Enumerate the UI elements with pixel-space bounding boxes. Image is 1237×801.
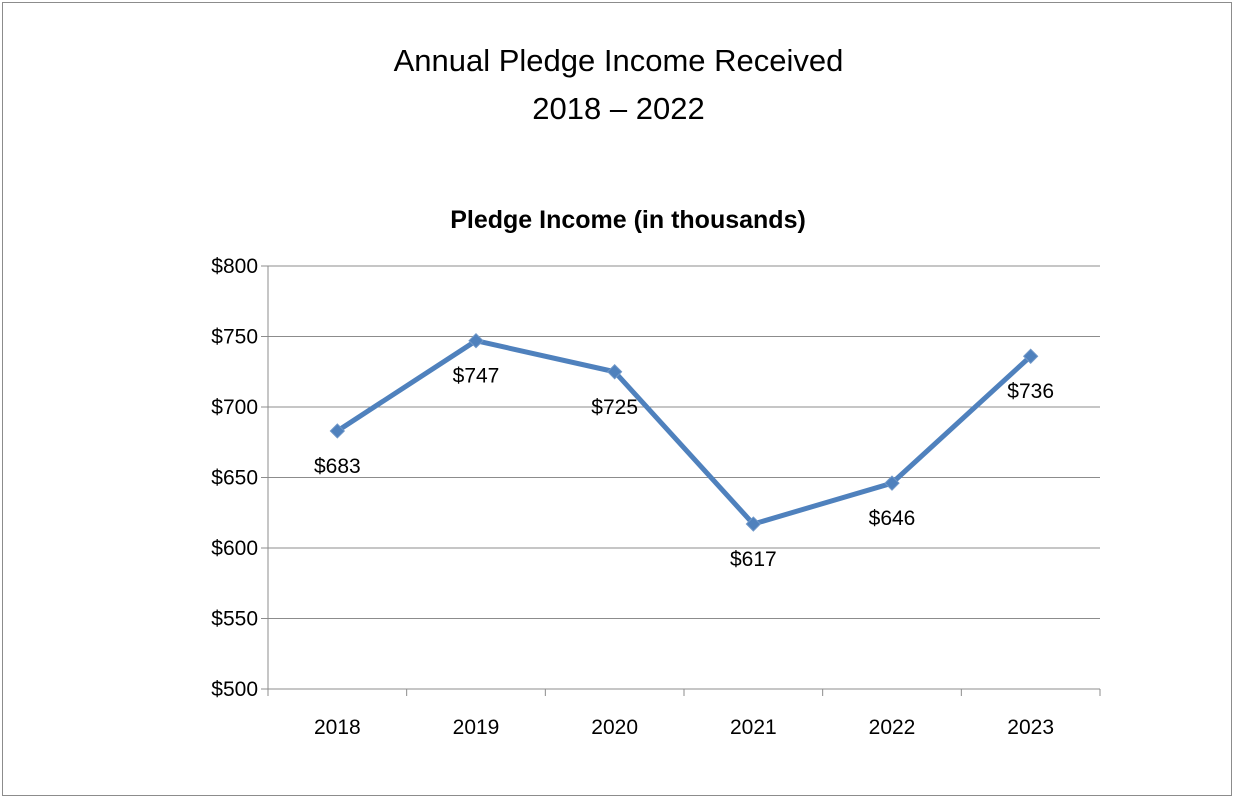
y-tick-label: $500 <box>211 678 258 701</box>
data-labels: $683 $747 $725 $617 $646 $736 <box>314 365 1054 571</box>
y-tick-label: $750 <box>211 326 258 349</box>
data-label: $736 <box>1007 380 1054 403</box>
data-point-marker <box>745 516 762 532</box>
y-tick-label: $600 <box>211 537 258 560</box>
data-point-marker <box>329 423 346 439</box>
data-point-marker <box>1022 348 1039 364</box>
series-line <box>334 338 1034 527</box>
data-label: $617 <box>730 548 777 571</box>
x-tick-label: 2019 <box>453 716 500 739</box>
y-tick-label: $650 <box>211 467 258 490</box>
x-axis-labels: 2018 2019 2020 2021 2022 2023 <box>314 716 1054 739</box>
y-tick-label: $700 <box>211 396 258 419</box>
data-label: $683 <box>314 455 361 478</box>
x-tick-label: 2021 <box>730 716 777 739</box>
x-tick-label: 2018 <box>314 716 361 739</box>
data-label: $646 <box>869 507 916 530</box>
x-tick-label: 2020 <box>591 716 638 739</box>
chart-title: Pledge Income (in thousands) <box>450 206 806 234</box>
data-point-marker <box>884 475 900 491</box>
series-pledge-income <box>329 333 1039 532</box>
x-tick-label: 2023 <box>1007 716 1054 739</box>
y-tick-label: $550 <box>211 608 258 631</box>
y-axis-labels: $500 $550 $600 $650 $700 $750 $800 <box>211 255 258 701</box>
data-point-marker <box>468 333 484 349</box>
data-label: $747 <box>453 365 500 388</box>
page-subheading: 2018 – 2022 <box>532 91 705 126</box>
data-point-marker <box>606 364 623 380</box>
y-tick-label: $800 <box>211 255 258 278</box>
gridlines <box>268 265 1100 619</box>
data-label: $725 <box>591 396 638 419</box>
page-heading: Annual Pledge Income Received <box>393 43 844 78</box>
x-tick-label: 2022 <box>869 716 916 739</box>
axes <box>261 265 1101 696</box>
